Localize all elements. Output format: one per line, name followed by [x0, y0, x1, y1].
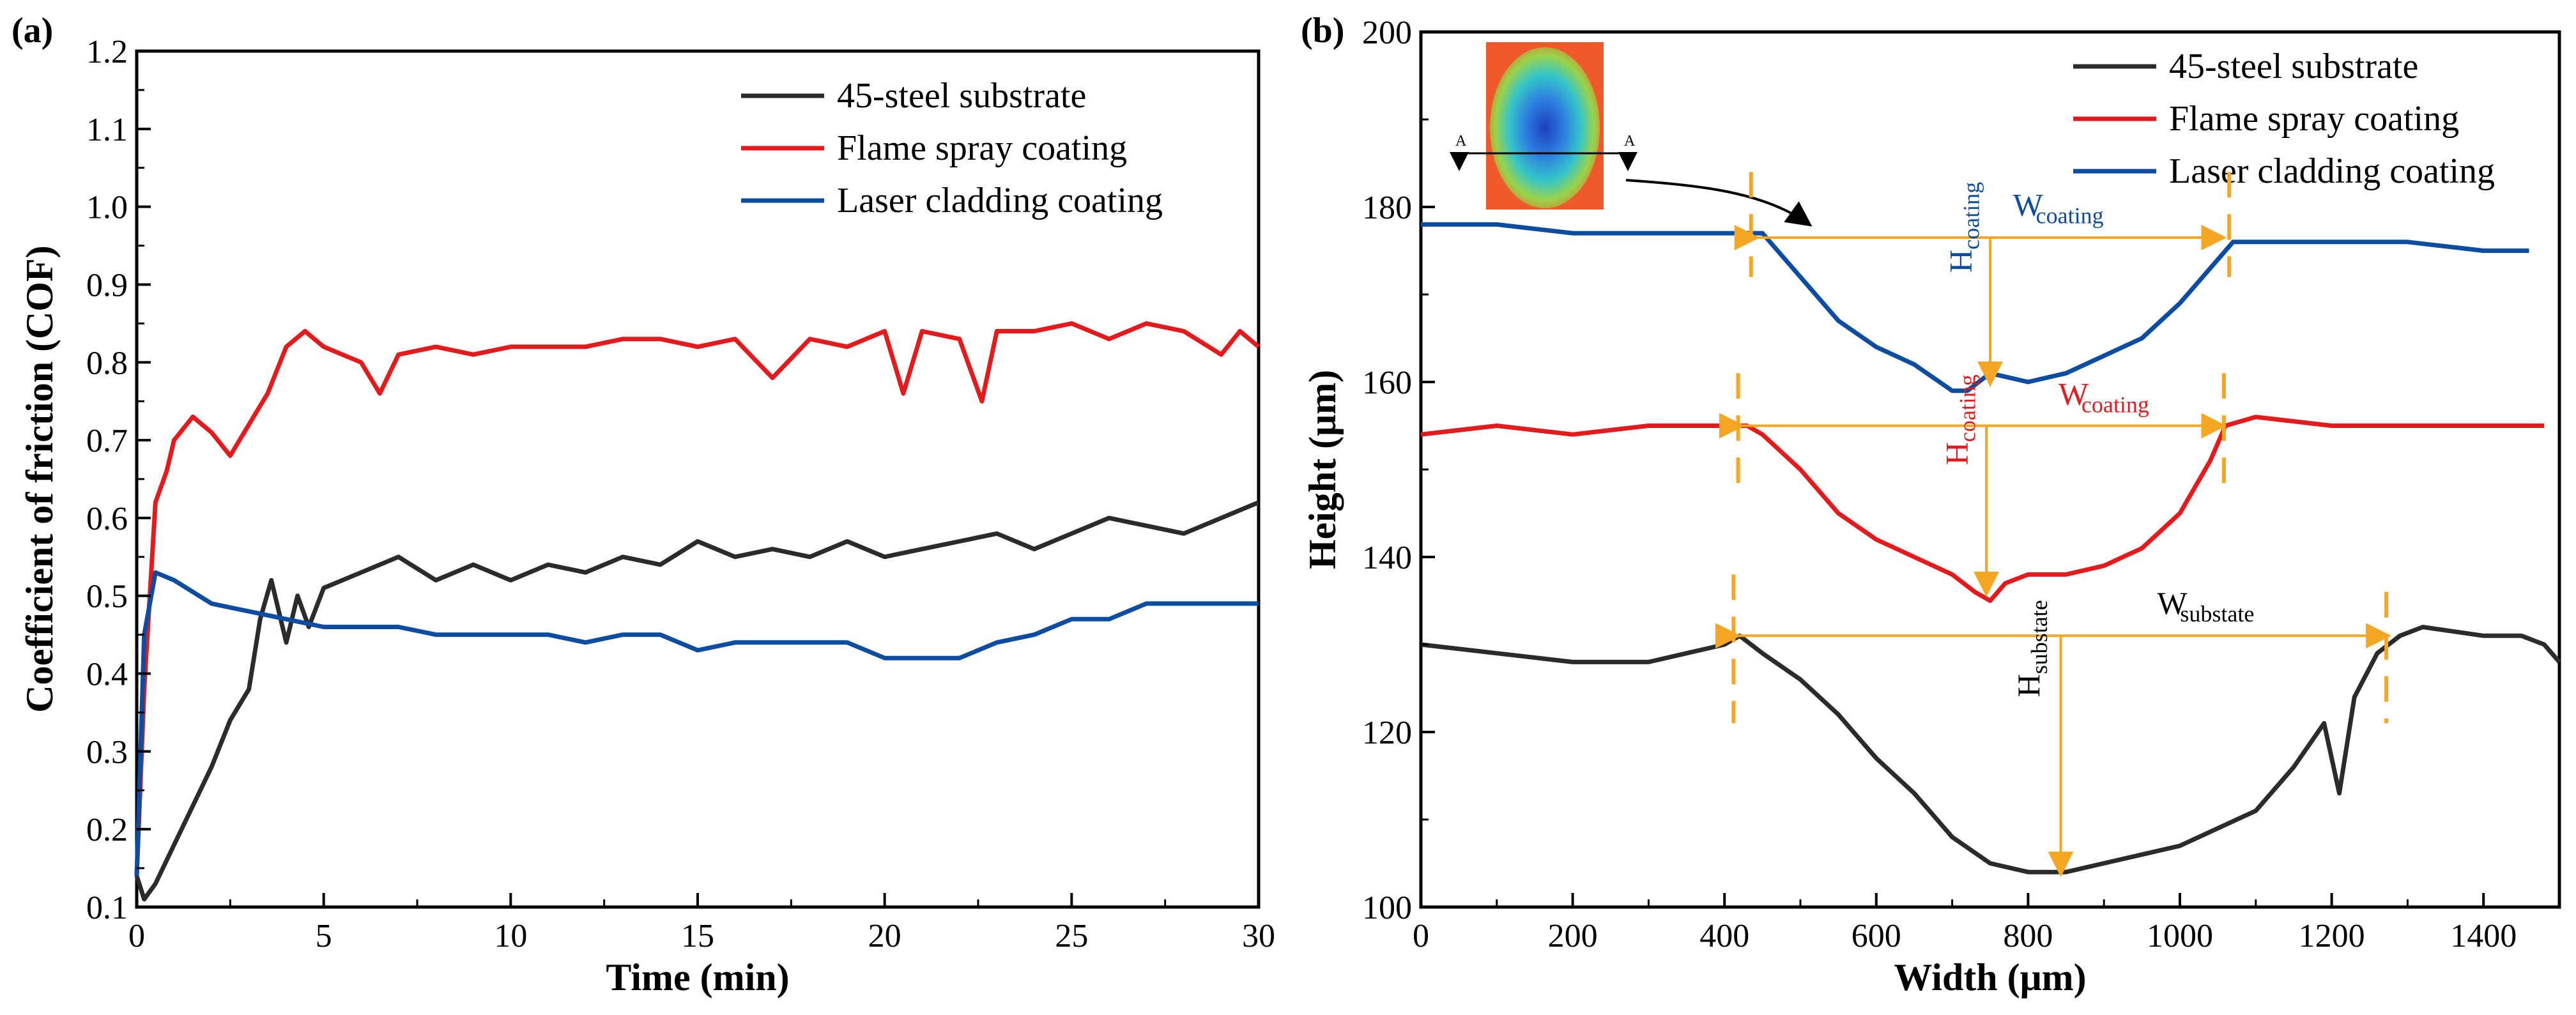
y-tick-label: 140 [1362, 540, 1412, 576]
chart-b: (b) 0 200 400 600 800 1000 1200 1400 100 120 140 1… [1301, 11, 2561, 998]
y-tick-label: 200 [1362, 15, 1412, 51]
y-tick-label: 0.5 [86, 579, 128, 615]
dimension-label-sub: coating [1958, 182, 1984, 250]
x-tick-label: 5 [316, 918, 332, 954]
y-axis-title-b: Height (μm) [1301, 370, 1344, 569]
dimension-label-main: H [1938, 442, 1974, 465]
legend-label: Flame spray coating [2169, 99, 2459, 139]
y-tick-label: 0.7 [86, 423, 128, 459]
dimension-label-main: W [2058, 376, 2089, 412]
inset-marker-left: A [1455, 133, 1467, 149]
dimension-label-sub: substate [2027, 600, 2052, 674]
dimension-label-main: W [2013, 187, 2044, 223]
y-axis-title-a: Coefficient of friction (COF) [19, 245, 61, 712]
panel-label-a: (a) [12, 11, 53, 50]
x-tick-label: 400 [1699, 918, 1749, 954]
x-tick-label: 25 [1055, 918, 1088, 954]
y-tick-label: 100 [1362, 890, 1412, 926]
dimension-label-main: H [2011, 674, 2046, 697]
inset-wear-track [1490, 47, 1600, 208]
series-line-b-1 [1420, 415, 2545, 603]
legend-label: Laser cladding coating [837, 181, 1163, 220]
x-tick-label: 15 [681, 918, 714, 954]
inset-wear-image: A A [1450, 42, 1813, 227]
legend-a: 45-steel substrate Flame spray coating Las… [741, 76, 1163, 220]
y-tick-label: 120 [1362, 715, 1412, 751]
x-tick-label: 1000 [2147, 918, 2213, 954]
y-tick-label: 0.1 [86, 890, 128, 926]
dimension-label-sub: coating [2082, 392, 2149, 418]
y-tick-label: 0.6 [86, 501, 128, 537]
x-tick-label: 30 [1242, 918, 1275, 954]
legend-label: 45-steel substrate [2169, 47, 2418, 86]
y-tick-label: 0.4 [86, 657, 128, 693]
series-line-b-0 [1420, 625, 2561, 874]
dimension-label-sub: substate [2180, 601, 2254, 627]
dimension-label-main: W [2157, 585, 2188, 621]
series-line-a-1 [134, 321, 1261, 876]
legend-label: Laser cladding coating [2169, 151, 2495, 191]
dimension-label-sub: coating [1954, 374, 1980, 442]
y-tick-label: 160 [1362, 365, 1412, 401]
x-axis-title-b: Width (μm) [1894, 956, 2086, 998]
x-tick-label: 0 [128, 918, 145, 954]
x-tick-label: 1400 [2450, 918, 2517, 954]
x-tick-label: 10 [494, 918, 527, 954]
chart-a: (a) 0 5 10 15 20 25 30 0.1 0.2 0.3 0.4 0.5 0.6 0.7 0.… [12, 11, 1275, 998]
legend-label: 45-steel substrate [837, 76, 1086, 116]
panel-label-b: (b) [1301, 11, 1344, 50]
dimension-label-sub: coating [2036, 203, 2104, 229]
x-tick-label: 800 [2003, 918, 2053, 954]
series-line-a-0 [134, 500, 1260, 902]
y-tick-label: 1.0 [86, 190, 128, 226]
x-tick-label: 1200 [2299, 918, 2365, 954]
x-tick-label: 20 [868, 918, 901, 954]
x-axis-title-a: Time (min) [606, 956, 789, 998]
legend-label: Flame spray coating [837, 128, 1127, 168]
inset-marker-right: A [1624, 133, 1636, 149]
dimension-annotations: WcoatingHcoatingWcoatingHcoatingWsubstat… [1715, 172, 2392, 878]
y-tick-label: 1.1 [86, 112, 128, 148]
x-tick-label: 200 [1548, 918, 1598, 954]
y-tick-label: 0.8 [86, 345, 128, 381]
y-tick-label: 1.2 [86, 34, 128, 70]
y-tick-label: 0.3 [86, 734, 128, 770]
y-tick-label: 0.2 [86, 812, 128, 848]
x-tick-label: 600 [1851, 918, 1901, 954]
dimension-label-main: H [1942, 250, 1978, 273]
y-tick-label: 180 [1362, 190, 1412, 226]
legend-b: 45-steel substrate Flame spray coating Las… [2073, 47, 2495, 191]
series-line-a-2 [134, 570, 1259, 876]
x-tick-label: 0 [1413, 918, 1429, 954]
plot-frame-a [135, 49, 1261, 909]
inset-pointer-arrow [1625, 179, 1813, 227]
y-tick-label: 0.9 [86, 267, 128, 303]
